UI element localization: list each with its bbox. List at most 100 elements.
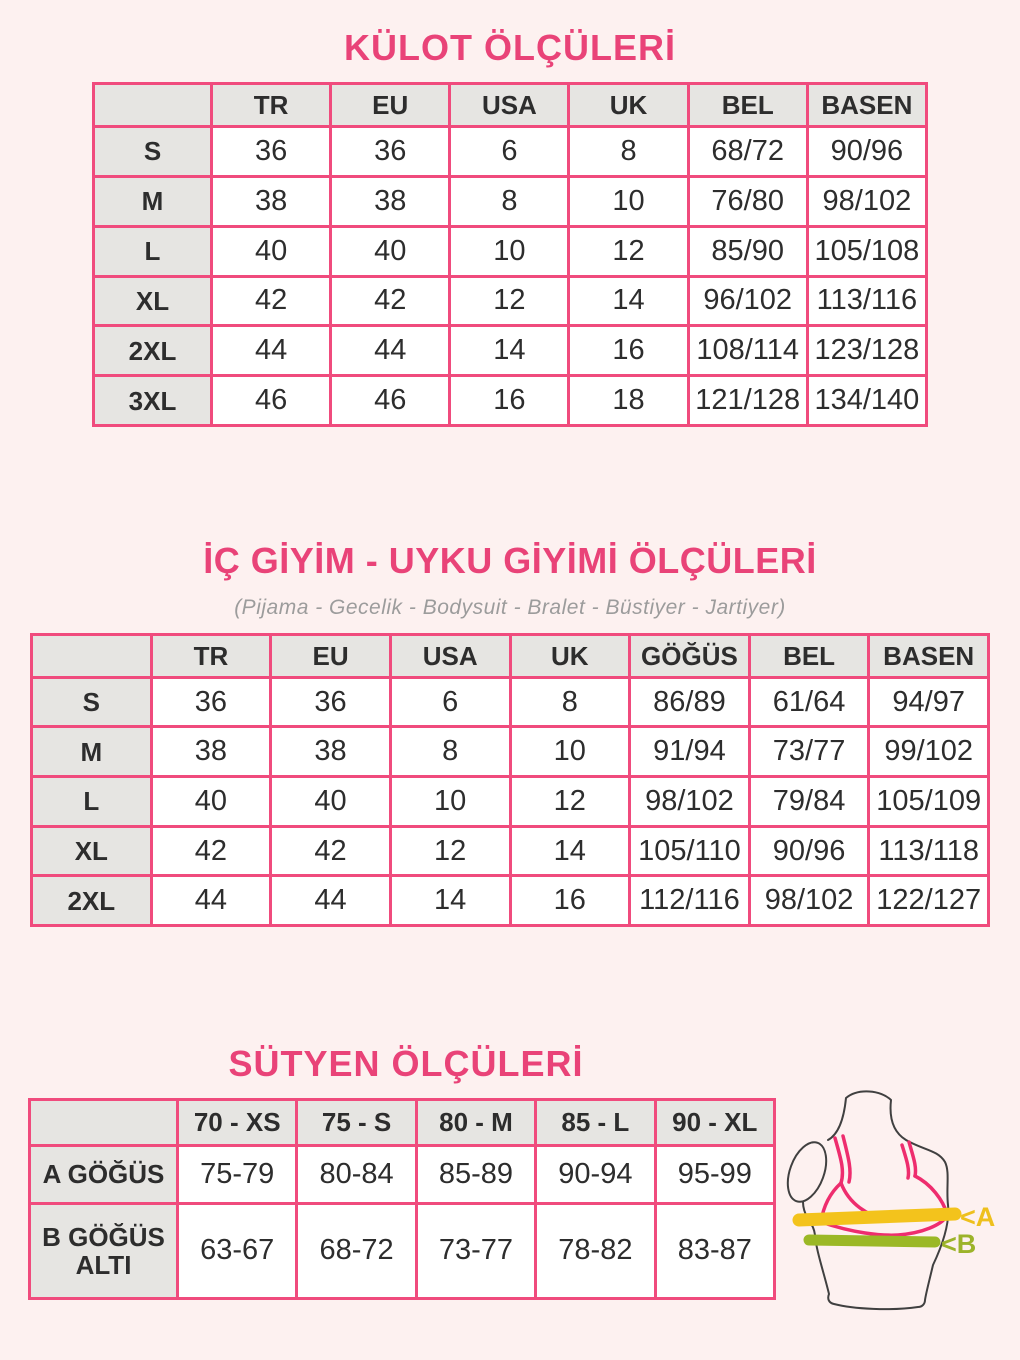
column-header: UK [508,633,632,679]
column-header: UK [567,81,690,129]
table-row: 3XL 46 46 16 18 121/128 134/140 [92,374,929,427]
size-value-cell: 44 [269,874,392,927]
size-value-cell: 12 [388,824,512,878]
row-label: 2XL [92,324,213,378]
size-value-cell: 10 [448,224,571,278]
size-value-cell: 90-94 [534,1144,657,1205]
size-value-cell: 44 [149,874,273,927]
underwear-size-table-grid: TR EU USA UK GÖĞÜS BEL BASEN S 36 36 6 8 86/89 61/64 9… [30,633,990,927]
bra-size-table: 70 - XS 75 - S 80 - M 85 - L 90 - XL A GÖĞÜS 7… [28,1098,777,1301]
size-value-cell: 79/84 [747,775,871,828]
column-header: BEL [747,633,871,679]
column-header: BASEN [805,81,929,129]
column-header: EU [269,633,392,679]
bust-band-label: <A [960,1202,995,1232]
size-value-cell: 113/116 [805,274,929,328]
arm-stub-icon [786,1141,828,1203]
size-value-cell: 16 [567,324,690,378]
panty-size-table-grid: TR EU USA UK BEL BASEN S 36 36 6 8 68/72 90/96 M 38 38 8… [92,81,929,427]
size-value-cell: 86/89 [628,675,751,729]
table-row: M 38 38 8 10 91/94 73/77 99/102 [30,725,990,779]
size-value-cell: 96/102 [686,274,809,328]
size-value-cell: 112/116 [628,874,751,927]
size-value-cell: 16 [448,374,571,427]
table-row: S 36 36 6 8 68/72 90/96 [92,125,929,178]
size-value-cell: 38 [149,725,273,779]
size-value-cell: 18 [567,374,690,427]
table-row: A GÖĞÜS 75-79 80-84 85-89 90-94 95-99 [28,1144,777,1205]
column-header: 75 - S [295,1098,418,1147]
panty-size-table: TR EU USA UK BEL BASEN S 36 36 6 8 68/72 90/96 M 38 38 8… [92,81,929,427]
size-value-cell: 38 [269,725,392,779]
column-header: USA [388,633,512,679]
size-value-cell: 16 [508,874,632,927]
size-value-cell: 61/64 [747,675,871,729]
size-value-cell: 80-84 [295,1144,418,1205]
size-value-cell: 98/102 [747,874,871,927]
column-header: TR [209,81,333,129]
size-value-cell: 68/72 [686,125,809,178]
size-value-cell: 36 [209,125,333,178]
size-value-cell: 134/140 [805,374,929,427]
header-row: 70 - XS 75 - S 80 - M 85 - L 90 - XL [28,1098,777,1147]
row-label: A GÖĞÜS [28,1144,179,1205]
table-row: L 40 40 10 12 85/90 105/108 [92,224,929,278]
size-value-cell: 8 [388,725,512,779]
column-header: 80 - M [414,1098,538,1147]
size-value-cell: 14 [508,824,632,878]
size-value-cell: 38 [329,174,452,228]
size-value-cell: 90/96 [747,824,871,878]
size-value-cell: 8 [567,125,690,178]
size-value-cell: 78-82 [534,1201,657,1301]
size-value-cell: 10 [567,174,690,228]
size-value-cell: 121/128 [686,374,809,427]
row-label: XL [92,274,213,328]
bra-measurement-diagram: <A <B [786,1090,995,1311]
size-value-cell: 123/128 [805,324,929,378]
size-value-cell: 73-77 [414,1201,538,1301]
corner-cell [92,81,213,129]
header-row: TR EU USA UK GÖĞÜS BEL BASEN [30,633,990,679]
size-value-cell: 46 [329,374,452,427]
size-value-cell: 14 [567,274,690,328]
size-value-cell: 40 [329,224,452,278]
row-label: M [92,174,213,228]
corner-cell [28,1098,179,1147]
size-value-cell: 105/108 [805,224,929,278]
size-value-cell: 40 [149,775,273,828]
column-header: EU [329,81,452,129]
size-value-cell: 44 [209,324,333,378]
row-label: 3XL [92,374,213,427]
size-value-cell: 10 [388,775,512,828]
size-value-cell: 6 [388,675,512,729]
size-value-cell: 8 [508,675,632,729]
bra-size-table-grid: 70 - XS 75 - S 80 - M 85 - L 90 - XL A GÖĞÜS 7… [28,1098,777,1301]
table-row: XL 42 42 12 14 105/110 90/96 113/118 [30,824,990,878]
size-value-cell: 10 [508,725,632,779]
size-value-cell: 36 [329,125,452,178]
size-value-cell: 90/96 [805,125,929,178]
table-row: B GÖĞÜS ALTI 63-67 68-72 73-77 78-82 83-87 [28,1201,777,1301]
size-value-cell: 113/118 [867,824,990,878]
size-value-cell: 38 [209,174,333,228]
size-value-cell: 14 [448,324,571,378]
size-value-cell: 75-79 [175,1144,299,1205]
size-value-cell: 85/90 [686,224,809,278]
size-value-cell: 76/80 [686,174,809,228]
row-label: S [92,125,213,178]
underwear-sleepwear-title: İÇ GİYİM - UYKU GİYİMİ ÖLÇÜLERİ [203,540,817,581]
size-value-cell: 68-72 [295,1201,418,1301]
table-row: 2XL 44 44 14 16 108/114 123/128 [92,324,929,378]
size-value-cell: 42 [269,824,392,878]
panty-sizes-title: KÜLOT ÖLÇÜLERİ [344,27,676,68]
size-value-cell: 99/102 [867,725,990,779]
size-value-cell: 85-89 [414,1144,538,1205]
underwear-sleepwear-subtitle: (Pijama - Gecelik - Bodysuit - Bralet - … [234,596,786,619]
underwear-size-table: TR EU USA UK GÖĞÜS BEL BASEN S 36 36 6 8 86/89 61/64 9… [30,633,990,927]
column-header: 90 - XL [653,1098,777,1147]
size-value-cell: 98/102 [628,775,751,828]
table-row: M 38 38 8 10 76/80 98/102 [92,174,929,228]
size-value-cell: 98/102 [805,174,929,228]
row-label: L [92,224,213,278]
